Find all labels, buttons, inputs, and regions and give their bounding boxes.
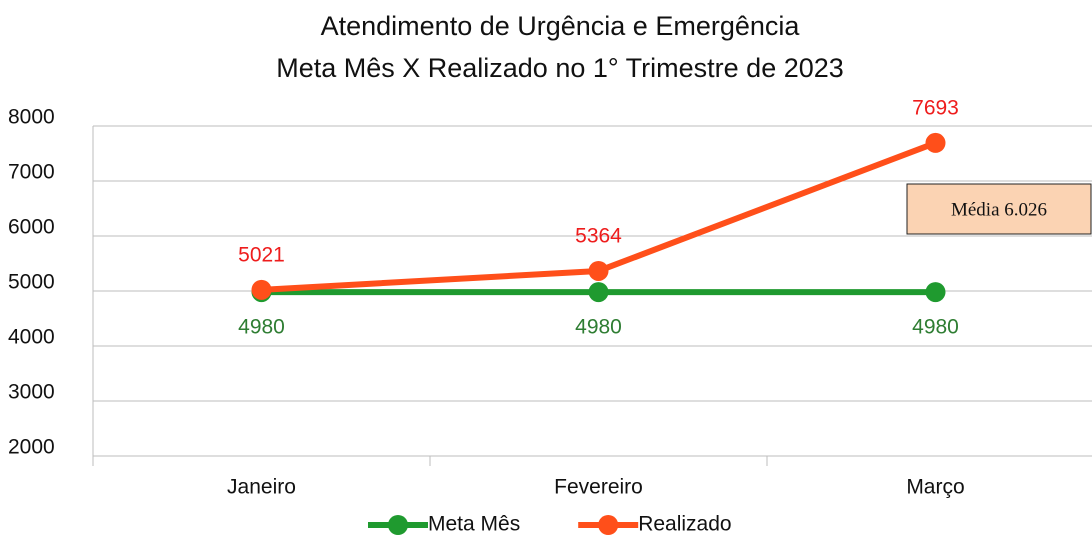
y-tick-label: 7000: [8, 161, 55, 184]
y-tick-label: 2000: [8, 436, 55, 459]
point: [925, 132, 946, 153]
x-tick-label: Março: [906, 476, 964, 499]
annotation-box: [906, 183, 1092, 235]
legend-label: Realizado: [638, 513, 731, 536]
point: [251, 279, 272, 300]
x-tick-label: Fevereiro: [554, 476, 643, 499]
data-label: 4980: [912, 316, 959, 339]
x-tick-label: Janeiro: [227, 476, 296, 499]
y-tick-label: 4000: [8, 326, 55, 349]
legend-marker: [598, 515, 619, 535]
point: [588, 260, 609, 281]
point: [588, 282, 609, 303]
y-tick-label: 8000: [8, 106, 55, 129]
chart-subtitle: Meta Mês X Realizado no 1° Trimestre de …: [276, 53, 844, 83]
chart-title: Atendimento de Urgência e Emergência: [321, 11, 801, 41]
data-label: 7693: [912, 96, 959, 119]
data-label: 4980: [575, 316, 622, 339]
legend-label: Meta Mês: [428, 513, 520, 536]
y-tick-label: 3000: [8, 381, 55, 404]
point: [925, 282, 946, 303]
y-tick-label: 6000: [8, 216, 55, 239]
data-label: 5021: [238, 243, 285, 266]
annotation: Média 6.026: [951, 199, 1047, 220]
y-tick-label: 5000: [8, 271, 55, 294]
legend-marker: [388, 515, 408, 535]
data-label: 5364: [575, 225, 622, 248]
data-label: 4980: [238, 316, 285, 339]
